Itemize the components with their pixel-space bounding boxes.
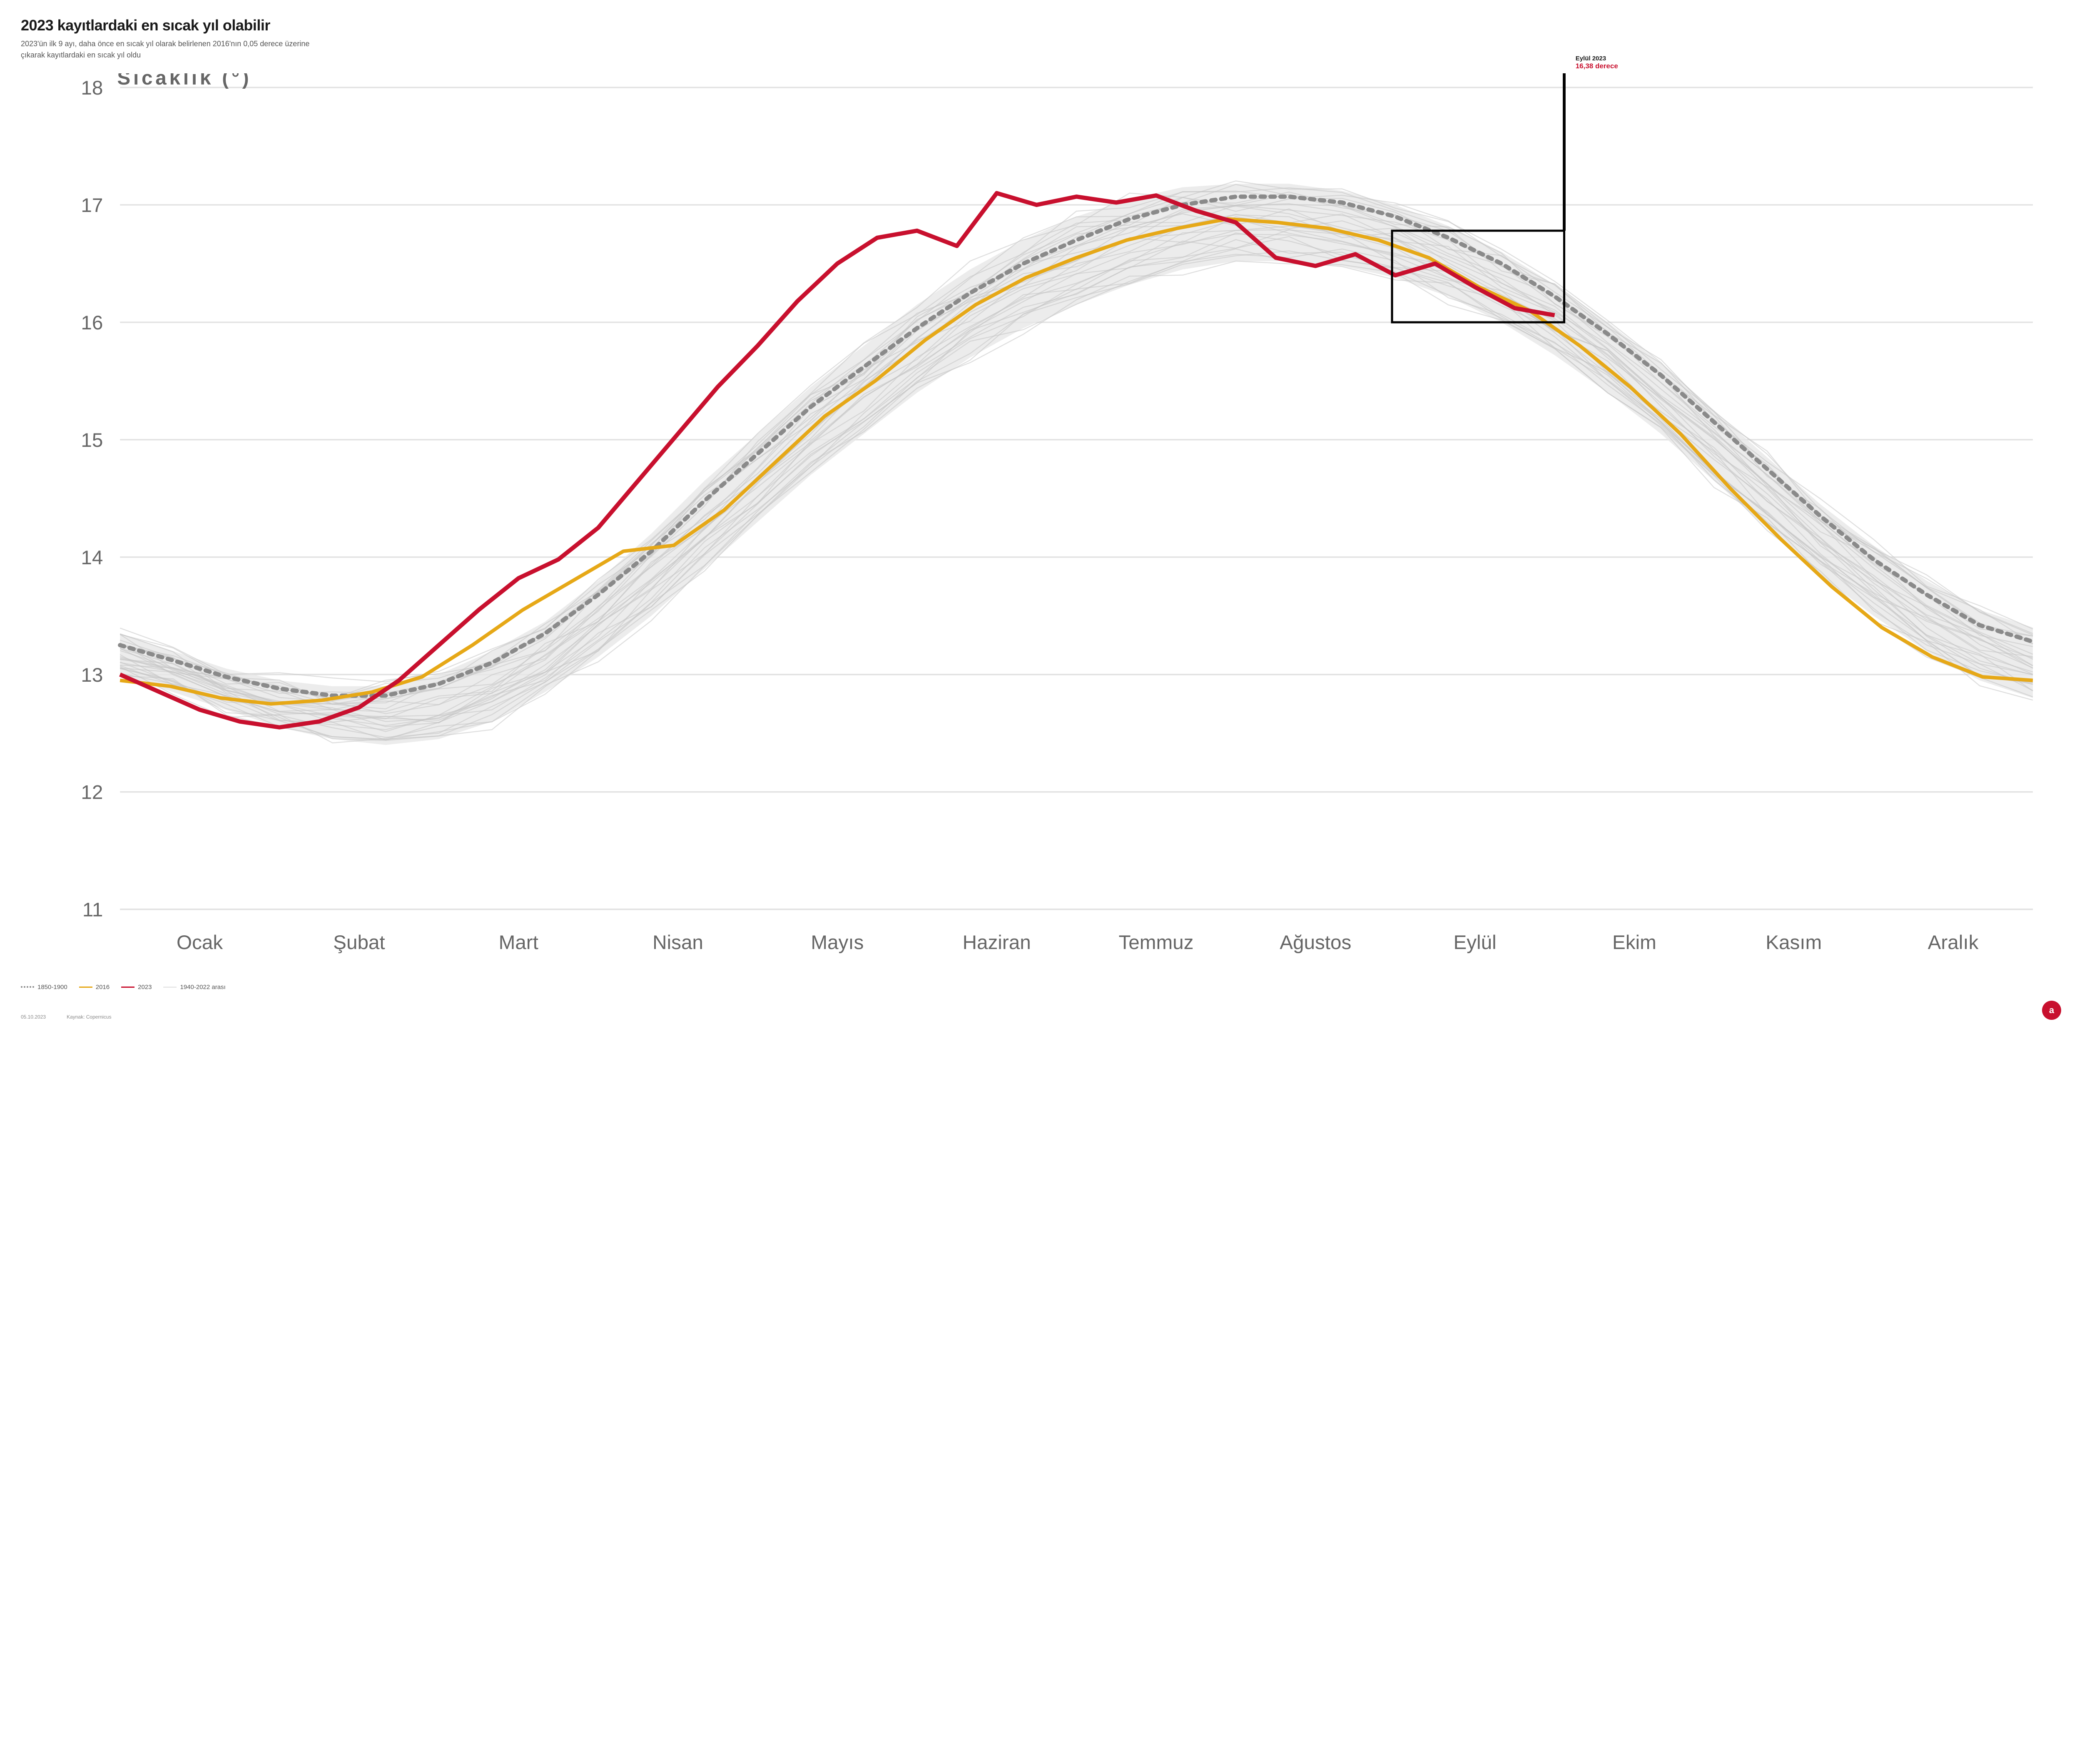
svg-text:16: 16 <box>81 312 103 334</box>
svg-text:Ekim: Ekim <box>1612 932 1656 954</box>
chart-title: 2023 kayıtlardaki en sıcak yıl olabilir <box>21 17 2061 34</box>
svg-text:15: 15 <box>81 429 103 451</box>
svg-text:Mayıs: Mayıs <box>811 932 864 954</box>
svg-text:Kasım: Kasım <box>1766 932 1822 954</box>
legend-swatch <box>79 987 92 988</box>
legend-label: 1940-2022 arası <box>180 984 225 991</box>
legend-label: 1850-1900 <box>37 984 67 991</box>
svg-text:Temmuz: Temmuz <box>1118 932 1193 954</box>
annotation-label: Eylül 2023 <box>1576 55 1618 62</box>
footer-source: Kaynak: Copernicus <box>67 1014 111 1020</box>
footer-date: 05.10.2023 <box>21 1014 46 1020</box>
svg-text:Nisan: Nisan <box>652 932 703 954</box>
legend-item: 2016 <box>79 984 110 991</box>
agency-logo: a <box>2042 1001 2061 1020</box>
svg-text:13: 13 <box>81 664 103 686</box>
legend-item: 1940-2022 arası <box>163 984 225 991</box>
temperature-line-chart: 11 12 13 14 15 16 17 18 Sıcaklık (°) Ocak Şubat Mar… <box>21 73 2061 980</box>
legend-item: 1850-1900 <box>21 984 67 991</box>
svg-text:12: 12 <box>81 782 103 804</box>
svg-text:Şubat: Şubat <box>333 932 385 954</box>
svg-text:18: 18 <box>81 77 103 99</box>
annotation-value: 16,38 derece <box>1576 62 1618 70</box>
svg-text:Ağustos: Ağustos <box>1280 932 1351 954</box>
svg-text:Mart: Mart <box>499 932 538 954</box>
svg-text:11: 11 <box>82 899 103 921</box>
svg-text:Eylül: Eylül <box>1453 932 1496 954</box>
svg-text:Ocak: Ocak <box>177 932 223 954</box>
svg-text:17: 17 <box>81 194 103 217</box>
chart-footer: 05.10.2023 Kaynak: Copernicus a <box>21 1001 2061 1020</box>
legend-item: 2023 <box>121 984 152 991</box>
svg-text:Sıcaklık (°): Sıcaklık (°) <box>117 73 252 89</box>
chart-subtitle: 2023'ün ilk 9 ayı, daha önce en sıcak yı… <box>21 38 321 61</box>
svg-text:Haziran: Haziran <box>963 932 1031 954</box>
legend-swatch <box>21 986 34 988</box>
legend-label: 2016 <box>96 984 110 991</box>
chart-container: Eylül 2023 16,38 derece 1112131415161718… <box>21 73 2061 980</box>
svg-text:Aralık: Aralık <box>1928 932 1979 954</box>
legend-label: 2023 <box>138 984 152 991</box>
legend-swatch <box>121 987 134 988</box>
chart-legend: 1850-1900 2016 2023 1940-2022 arası <box>21 984 2061 991</box>
highlight-annotation: Eylül 2023 16,38 derece <box>1576 55 1618 70</box>
svg-text:14: 14 <box>81 547 103 569</box>
